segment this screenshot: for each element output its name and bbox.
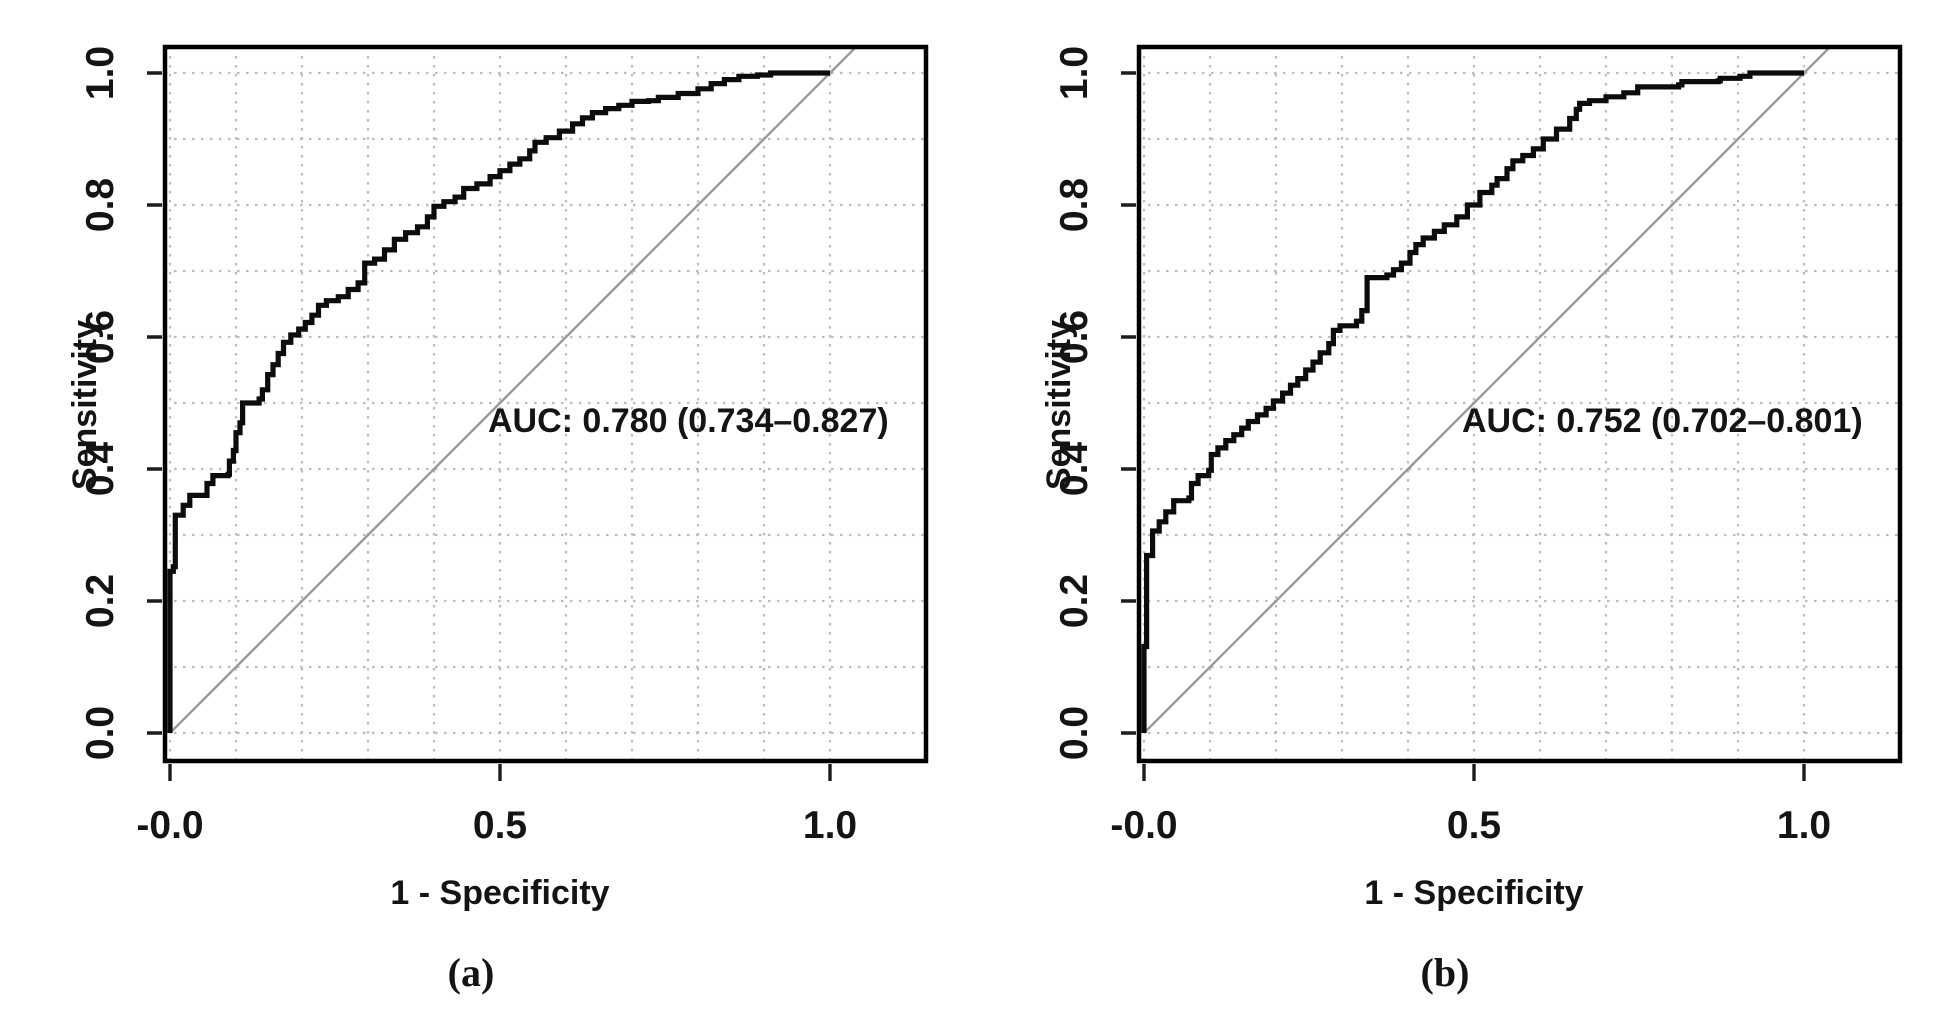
y-tick-label: 1.0 [1053, 45, 1096, 101]
panel-caption: (a) [447, 950, 495, 995]
axis-tick-marks [1121, 71, 1806, 781]
x-tick-label: 0.5 [1446, 804, 1502, 847]
y-tick-label: 0.8 [1053, 177, 1096, 233]
y-axis-label: Sensitivity [66, 319, 104, 491]
y-tick-label: 0.4 [1053, 441, 1096, 497]
y-tick-label: 0.4 [79, 441, 122, 497]
roc-panel-a: Sensitivity 0.0 0.2 0.4 0.6 0.8 1.0 -0.0… [66, 44, 929, 995]
x-axis-label: 1 - Specificity [390, 874, 610, 912]
x-tick-label: 1.0 [802, 804, 858, 847]
y-tick-label: 1.0 [79, 45, 122, 101]
roc-curve [167, 70, 830, 733]
plot-border [162, 44, 929, 764]
grid-lines [165, 47, 926, 761]
y-tick-label: 0.6 [79, 309, 122, 365]
auc-annotation: AUC: 0.752 (0.702–0.801) [1462, 402, 1863, 440]
panel-caption: (b) [1420, 950, 1470, 995]
y-tick-label: 0.2 [79, 573, 122, 629]
x-tick-label: -0.0 [136, 804, 204, 847]
y-tick-label: 0.0 [79, 705, 122, 761]
x-tick-label: 0.5 [472, 804, 528, 847]
y-tick-label: 0.0 [1053, 705, 1096, 761]
roc-plot-b [1121, 44, 1903, 781]
y-tick-label: 0.8 [79, 177, 122, 233]
x-axis-label: 1 - Specificity [1364, 874, 1584, 912]
x-tick-label: 1.0 [1776, 804, 1832, 847]
x-tick-label: -0.0 [1110, 804, 1178, 847]
roc-plot-a [147, 44, 929, 781]
axis-tick-marks [147, 71, 832, 781]
roc-curve [1141, 70, 1804, 733]
chance-diagonal [169, 46, 857, 734]
y-tick-label: 0.6 [1053, 309, 1096, 365]
plot-border [1136, 44, 1903, 764]
chance-diagonal [1143, 46, 1831, 734]
roc-panel-b: Sensitivity 0.0 0.2 0.4 0.6 0.8 1.0 -0.0… [974, 0, 1948, 1012]
auc-annotation: AUC: 0.780 (0.734–0.827) [488, 402, 889, 440]
y-tick-label: 0.2 [1053, 573, 1096, 629]
y-axis-label: Sensitivity [1040, 319, 1078, 491]
